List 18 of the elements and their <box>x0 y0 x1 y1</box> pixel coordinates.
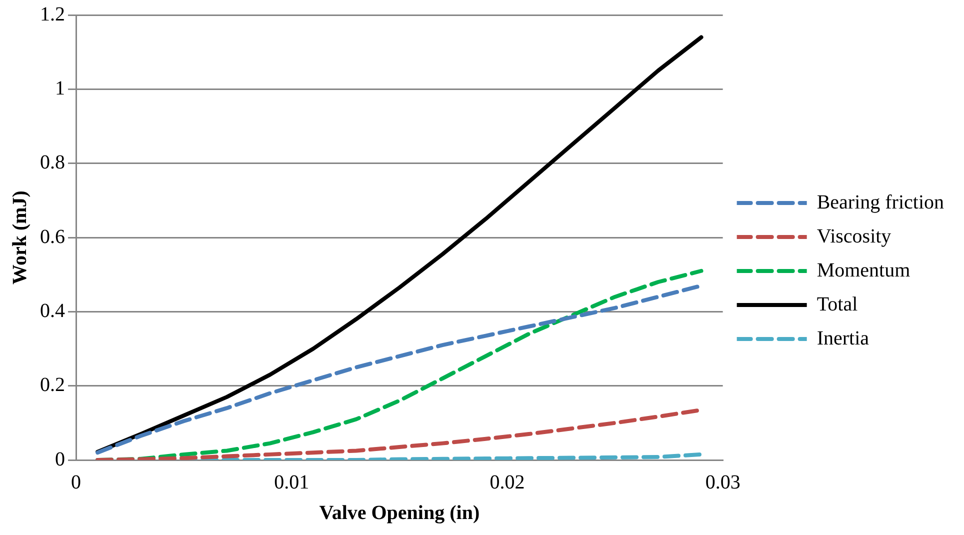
x-tick-label: 0.01 <box>274 471 310 494</box>
legend-label: Viscosity <box>816 225 892 248</box>
y-tick-label: 0.6 <box>40 226 65 248</box>
y-tick-label: 0.8 <box>40 152 65 174</box>
y-tick-label: 1 <box>55 77 65 100</box>
y-axis-title: Work (mJ) <box>9 190 32 284</box>
legend-label: Inertia <box>816 327 870 350</box>
y-tick-label: 1.2 <box>40 3 65 26</box>
legend-label: Momentum <box>816 259 911 282</box>
y-tick-label: 0.4 <box>40 300 65 322</box>
x-axis-title: Valve Opening (in) <box>319 502 480 524</box>
x-tick-label: 0 <box>71 471 81 494</box>
x-tick-label: 0.02 <box>490 471 525 494</box>
y-tick-label: 0.2 <box>40 374 65 396</box>
legend-label: Total <box>816 293 858 316</box>
legend-label: Bearing friction <box>816 191 944 214</box>
y-tick-label: 0 <box>55 448 65 470</box>
x-tick-label: 0.03 <box>705 471 740 494</box>
